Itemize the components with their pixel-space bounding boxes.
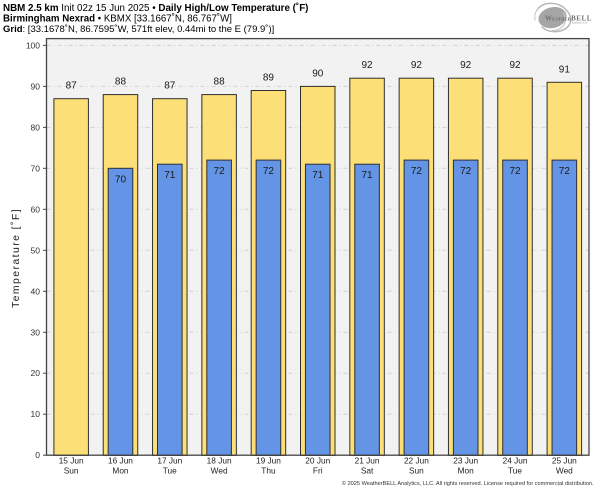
svg-text:72: 72 — [559, 166, 571, 177]
svg-text:Fri: Fri — [313, 466, 323, 476]
svg-text:20 Jun: 20 Jun — [305, 456, 330, 466]
svg-text:17 Jun: 17 Jun — [157, 456, 182, 466]
svg-text:87: 87 — [164, 81, 176, 92]
svg-text:Sun: Sun — [409, 466, 424, 476]
svg-text:50: 50 — [31, 245, 41, 255]
svg-text:WEATHERBELL: WEATHERBELL — [545, 14, 592, 22]
svg-text:92: 92 — [460, 60, 472, 71]
svg-text:19 Jun: 19 Jun — [256, 456, 281, 466]
svg-text:88: 88 — [214, 77, 226, 88]
svg-text:88: 88 — [115, 77, 127, 88]
svg-text:100: 100 — [26, 40, 40, 50]
svg-text:21 Jun: 21 Jun — [355, 456, 380, 466]
svg-text:10: 10 — [31, 409, 41, 419]
svg-text:Wed: Wed — [556, 466, 573, 476]
svg-text:25 Jun: 25 Jun — [552, 456, 577, 466]
svg-text:40: 40 — [31, 286, 41, 296]
svg-text:15 Jun: 15 Jun — [59, 456, 84, 466]
svg-text:72: 72 — [214, 166, 226, 177]
svg-text:0: 0 — [35, 450, 40, 460]
svg-text:71: 71 — [312, 170, 324, 181]
svg-text:Sat: Sat — [361, 466, 374, 476]
svg-text:22 Jun: 22 Jun — [404, 456, 429, 466]
svg-text:30: 30 — [31, 327, 41, 337]
svg-text:© 2025 WeatherBELL Analytics,: © 2025 WeatherBELL Analytics, LLC. All r… — [342, 480, 594, 487]
svg-text:NBM 2.5 km Init 02z 15 Jun 202: NBM 2.5 km Init 02z 15 Jun 2025 • Daily … — [3, 3, 308, 14]
svg-text:91: 91 — [559, 64, 571, 75]
svg-text:Analytics LLC: Analytics LLC — [571, 22, 588, 25]
svg-text:87: 87 — [66, 81, 78, 92]
svg-text:72: 72 — [263, 166, 275, 177]
svg-text:20: 20 — [31, 368, 41, 378]
svg-text:89: 89 — [263, 73, 275, 84]
svg-text:71: 71 — [362, 170, 374, 181]
svg-text:72: 72 — [460, 166, 472, 177]
svg-text:70: 70 — [31, 163, 41, 173]
svg-text:Mon: Mon — [458, 466, 475, 476]
svg-text:72: 72 — [509, 166, 521, 177]
svg-text:Mon: Mon — [112, 466, 129, 476]
svg-text:24 Jun: 24 Jun — [503, 456, 528, 466]
svg-text:92: 92 — [411, 60, 423, 71]
svg-text:16 Jun: 16 Jun — [108, 456, 133, 466]
svg-text:Grid: [33.1678˚N, 86.7595˚W, 5: Grid: [33.1678˚N, 86.7595˚W, 571ft elev,… — [3, 24, 274, 35]
svg-text:71: 71 — [164, 170, 176, 181]
svg-text:Thu: Thu — [261, 466, 276, 476]
svg-text:72: 72 — [411, 166, 423, 177]
svg-text:Tue: Tue — [508, 466, 522, 476]
svg-text:23 Jun: 23 Jun — [453, 456, 478, 466]
svg-text:90: 90 — [31, 81, 41, 91]
svg-text:60: 60 — [31, 204, 41, 214]
svg-text:Tue: Tue — [163, 466, 177, 476]
svg-text:Sun: Sun — [64, 466, 79, 476]
svg-text:70: 70 — [115, 174, 127, 185]
svg-text:Temperature [˚F]: Temperature [˚F] — [10, 208, 22, 308]
svg-text:90: 90 — [312, 68, 324, 79]
svg-text:18 Jun: 18 Jun — [207, 456, 232, 466]
svg-text:92: 92 — [362, 60, 374, 71]
svg-text:92: 92 — [509, 60, 521, 71]
svg-text:Birmingham Nexrad • KBMX [33.1: Birmingham Nexrad • KBMX [33.1667˚N, 86.… — [3, 14, 232, 25]
svg-text:80: 80 — [31, 122, 41, 132]
svg-text:Wed: Wed — [211, 466, 228, 476]
